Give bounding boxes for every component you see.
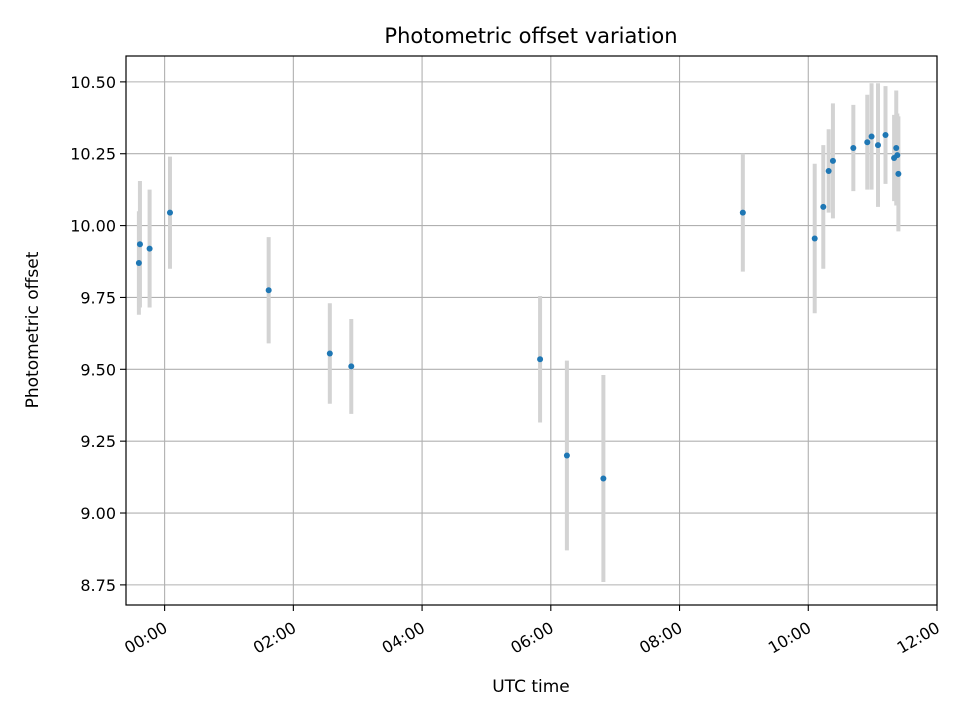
data-point <box>825 167 832 174</box>
data-point <box>135 259 142 266</box>
data-points <box>135 132 902 482</box>
grid <box>126 56 938 605</box>
y-axis-title: Photometric offset <box>23 251 43 408</box>
y-tick-label: 10.00 <box>70 217 116 236</box>
chart-title: Photometric offset variation <box>384 24 677 48</box>
data-point <box>864 139 871 146</box>
data-point <box>811 235 818 242</box>
data-point <box>739 209 746 216</box>
y-tick-label: 9.00 <box>80 504 116 523</box>
y-tick-label: 10.25 <box>70 145 116 164</box>
data-point <box>265 287 272 294</box>
data-point <box>146 245 153 252</box>
y-tick-label: 9.50 <box>80 360 116 379</box>
plot-frame <box>125 55 938 606</box>
y-axis: 8.75 9.00 9.25 9.50 9.75 10.00 10.25 10.50 <box>70 73 126 595</box>
y-tick-label: 9.25 <box>80 432 116 451</box>
data-point <box>893 144 900 151</box>
data-point <box>136 241 143 248</box>
data-point <box>895 170 902 177</box>
y-tick-label: 9.75 <box>80 288 116 307</box>
y-tick-label: 10.50 <box>70 73 116 92</box>
data-point <box>820 203 827 210</box>
y-tick-label: 8.75 <box>80 576 116 595</box>
data-point <box>600 475 607 482</box>
data-point <box>868 133 875 140</box>
x-axis-title: UTC time <box>492 677 570 697</box>
data-point <box>563 452 570 459</box>
data-point <box>894 152 901 159</box>
data-point <box>874 142 881 149</box>
data-point <box>850 144 857 151</box>
data-point <box>348 363 355 370</box>
data-point <box>166 209 173 216</box>
data-point <box>829 157 836 164</box>
data-point <box>882 132 889 139</box>
data-point <box>537 356 544 363</box>
data-point <box>326 350 333 357</box>
